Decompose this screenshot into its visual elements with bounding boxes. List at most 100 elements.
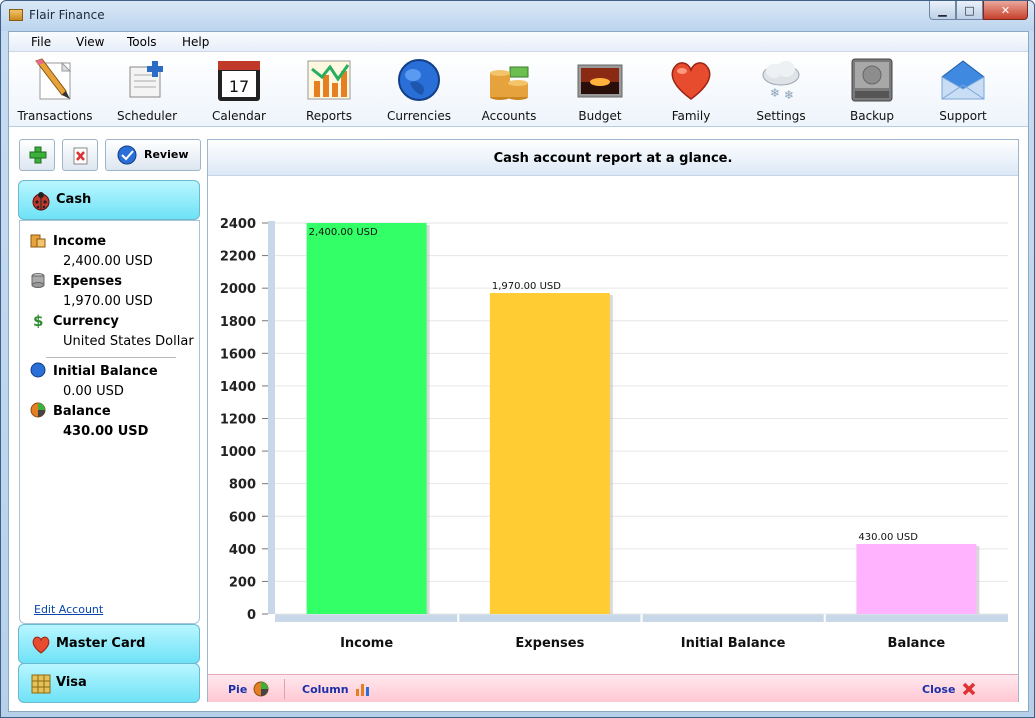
pie-icon xyxy=(253,681,269,697)
ladybug-icon xyxy=(31,191,51,211)
minimize-icon: ▁ xyxy=(938,3,947,17)
svg-text:$: $ xyxy=(33,312,43,328)
minimize-button[interactable]: ▁ xyxy=(929,1,956,20)
account-master-card[interactable]: Master Card xyxy=(18,624,200,664)
svg-text:❄: ❄ xyxy=(770,86,780,100)
column-chart-icon xyxy=(355,681,371,697)
currency-label: Currency xyxy=(53,314,119,329)
globe-icon xyxy=(396,57,442,103)
toolbar-calendar-button[interactable]: 17 Calendar xyxy=(194,57,284,123)
toolbar-label: Transactions xyxy=(17,109,93,123)
toolbar-budget-button[interactable]: Budget xyxy=(555,57,645,123)
initial-balance-value: 0.00 USD xyxy=(63,384,124,399)
income-label: Income xyxy=(53,234,107,249)
heart-icon xyxy=(668,57,714,103)
toolbar-label: Currencies xyxy=(387,109,451,123)
y-tick-label: 200 xyxy=(229,575,256,590)
toolbar-transactions-button[interactable]: Transactions xyxy=(10,57,100,123)
toolbar-settings-button[interactable]: ❄ ❄ Settings xyxy=(736,57,826,123)
y-tick-label: 1400 xyxy=(220,380,256,395)
envelope-icon xyxy=(940,57,986,103)
menu-file[interactable]: File xyxy=(31,35,52,49)
delete-icon xyxy=(73,147,89,165)
grid-table-icon xyxy=(31,674,51,694)
menu-tools[interactable]: Tools xyxy=(127,35,157,49)
svg-text:❄: ❄ xyxy=(784,88,794,102)
currency-value: United States Dollar xyxy=(63,334,194,349)
account-name: Master Card xyxy=(56,636,146,651)
coin-stack-icon xyxy=(30,272,46,288)
review-globe-icon xyxy=(117,145,137,165)
toolbar-reports-button[interactable]: Reports xyxy=(284,57,374,123)
report-panel: Cash account report at a glance. 0 200 400… xyxy=(207,139,1019,702)
title-bar[interactable]: Flair Finance ▁ □ ✕ xyxy=(1,1,1034,31)
toolbar-label: Calendar xyxy=(212,109,266,123)
column-chart-button[interactable]: Column xyxy=(302,681,371,697)
toolbar-accounts-button[interactable]: Accounts xyxy=(464,57,554,123)
y-tick-label: 1200 xyxy=(220,413,256,428)
window-title: Flair Finance xyxy=(29,8,105,22)
x-tick-label: Initial Balance xyxy=(681,636,786,651)
dollar-icon: $ xyxy=(30,312,46,330)
review-button[interactable]: Review xyxy=(105,139,201,171)
y-axis-strip xyxy=(268,221,275,614)
x-tick-label: Income xyxy=(340,636,393,651)
hard-drive-icon xyxy=(849,57,895,103)
pie-chart-button[interactable]: Pie xyxy=(228,681,269,697)
sunset-icon xyxy=(577,57,623,103)
close-window-button[interactable]: ✕ xyxy=(983,1,1028,20)
calendar-day: 17 xyxy=(229,77,249,96)
y-tick-label: 0 xyxy=(247,608,256,623)
y-tick-label: 600 xyxy=(229,510,256,525)
add-account-button[interactable] xyxy=(19,139,55,171)
data-label: 430.00 USD xyxy=(858,532,918,543)
app-logo-icon xyxy=(9,9,23,21)
balance-label: Balance xyxy=(53,404,111,419)
y-tick-label: 2200 xyxy=(220,250,256,265)
close-label: Close xyxy=(922,682,956,696)
toolbar-label: Budget xyxy=(578,109,622,123)
toolbar-label: Family xyxy=(671,109,711,123)
maximize-button[interactable]: □ xyxy=(956,1,983,20)
toolbar-support-button[interactable]: Support xyxy=(918,57,1008,123)
divider xyxy=(46,357,176,358)
expenses-value: 1,970.00 USD xyxy=(63,294,153,309)
menu-bar: File View Tools Help xyxy=(9,32,1028,52)
toolbar-scheduler-button[interactable]: Scheduler xyxy=(102,57,192,123)
column-label: Column xyxy=(302,682,349,696)
initial-balance-label: Initial Balance xyxy=(53,364,158,379)
close-report-button[interactable]: Close xyxy=(922,681,977,697)
toolbar-label: Reports xyxy=(305,109,353,123)
account-visa[interactable]: Visa xyxy=(18,663,200,703)
expenses-label: Expenses xyxy=(53,274,122,289)
toolbar-label: Backup xyxy=(850,109,894,123)
toolbar-label: Support xyxy=(939,109,987,123)
y-tick-label: 1000 xyxy=(220,445,256,460)
y-tick-label: 1800 xyxy=(220,315,256,330)
close-x-icon xyxy=(961,681,977,697)
bar-balance xyxy=(856,543,977,614)
menu-help[interactable]: Help xyxy=(182,35,210,49)
y-tick-label: 800 xyxy=(229,478,256,493)
y-tick-label: 400 xyxy=(229,543,256,558)
toolbar-family-button[interactable]: Family xyxy=(646,57,736,123)
calendar-icon: 17 xyxy=(216,57,262,103)
delete-account-button[interactable] xyxy=(62,139,98,171)
x-tick-label: Balance xyxy=(888,636,946,651)
bar-chart: 0 200 400 600 800 1000 1200 1400 1600 1800 2000 220… xyxy=(220,217,1008,651)
data-label: 1,970.00 USD xyxy=(492,281,561,292)
toolbar-currencies-button[interactable]: Currencies xyxy=(374,57,464,123)
maximize-icon: □ xyxy=(964,3,975,17)
toolbar-backup-button[interactable]: Backup xyxy=(827,57,917,123)
toolbar-label: Settings xyxy=(756,109,806,123)
bar-expenses xyxy=(489,293,610,614)
edit-account-link[interactable]: Edit Account xyxy=(34,603,104,616)
pie-icon xyxy=(30,402,46,418)
balance-value: 430.00 USD xyxy=(63,424,149,439)
account-details: Income 2,400.00 USD Expenses 1,970.00 US… xyxy=(19,220,200,624)
toolbar-label: Scheduler xyxy=(116,109,178,123)
report-footer: Pie Column Close xyxy=(208,674,1018,702)
menu-view[interactable]: View xyxy=(76,35,105,49)
account-cash[interactable]: Cash xyxy=(18,180,200,220)
